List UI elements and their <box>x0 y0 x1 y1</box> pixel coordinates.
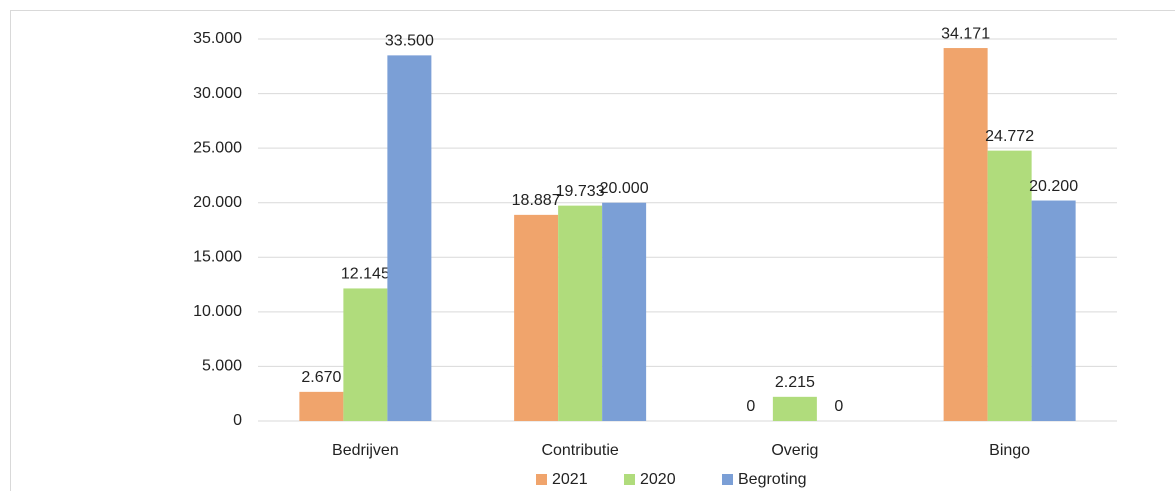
legend-label: 2020 <box>640 471 676 488</box>
value-label: 24.772 <box>985 128 1034 145</box>
value-label: 34.171 <box>941 25 990 42</box>
bar <box>987 150 1032 421</box>
y-tick-label: 20.000 <box>193 194 242 211</box>
bar <box>558 205 603 421</box>
value-label: 2.670 <box>301 369 341 386</box>
value-label: 20.000 <box>600 180 649 197</box>
y-tick-label: 10.000 <box>193 303 242 320</box>
x-tick-label: Overig <box>771 442 818 459</box>
x-tick-label: Bingo <box>989 442 1030 459</box>
chart-frame <box>10 10 1175 491</box>
bar <box>387 55 432 421</box>
value-label: 20.200 <box>1029 178 1078 195</box>
legend-label: Begroting <box>738 471 807 488</box>
value-label: 0 <box>834 398 843 415</box>
bar <box>343 288 388 421</box>
bar <box>1031 200 1076 421</box>
y-tick-label: 15.000 <box>193 249 242 266</box>
value-label: 19.733 <box>556 183 605 200</box>
legend-swatch <box>722 474 733 485</box>
legend-swatch <box>536 474 547 485</box>
value-label: 0 <box>746 398 755 415</box>
y-tick-label: 5.000 <box>202 358 242 375</box>
bar <box>514 214 559 421</box>
y-tick-label: 0 <box>233 412 242 429</box>
bar <box>602 202 647 421</box>
y-tick-label: 35.000 <box>193 30 242 47</box>
bar <box>943 48 988 421</box>
y-tick-label: 25.000 <box>193 139 242 156</box>
x-tick-label: Bedrijven <box>332 442 399 459</box>
value-label: 33.500 <box>385 33 434 50</box>
value-label: 12.145 <box>341 266 390 283</box>
legend-swatch <box>624 474 635 485</box>
legend-label: 2021 <box>552 471 588 488</box>
bar <box>772 396 817 421</box>
y-tick-label: 30.000 <box>193 85 242 102</box>
value-label: 2.215 <box>775 374 815 391</box>
bar <box>299 391 344 421</box>
value-label: 18.887 <box>512 192 561 209</box>
x-tick-label: Contributie <box>541 442 618 459</box>
